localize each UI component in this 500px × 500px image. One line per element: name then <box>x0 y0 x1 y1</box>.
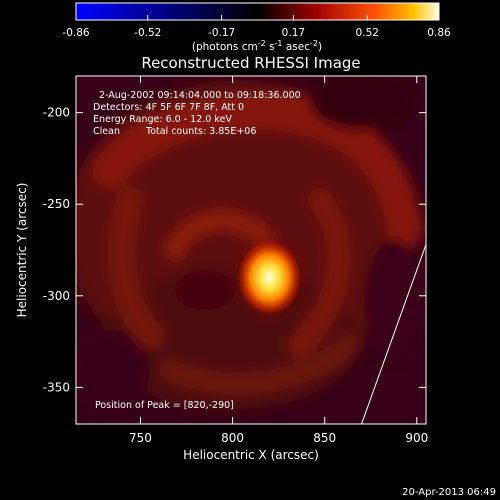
x-tick-label: 750 <box>129 431 152 445</box>
annotation-time: 2-Aug-2002 09:14:04.000 to 09:18:36.000 <box>99 90 301 101</box>
y-tick-label: -250 <box>43 197 70 211</box>
footer-timestamp: 20-Apr-2013 06:49 <box>402 487 496 498</box>
dark-region-left-bottom <box>76 330 150 410</box>
colorbar: -0.86 -0.52 -0.17 0.17 0.52 0.86 (photons cm-… <box>62 2 451 53</box>
y-tick-label: -300 <box>43 289 70 303</box>
annotation-energy: Energy Range: 6.0 - 12.0 keV <box>93 114 232 125</box>
colorbar-tick-label: 0.17 <box>282 27 305 39</box>
x-tick-label: 850 <box>313 431 336 445</box>
x-axis: 750 800 850 900 <box>129 76 428 445</box>
solar-limb-line <box>361 244 426 424</box>
emission-arc-upper <box>92 93 423 248</box>
y-axis-label: Heliocentric Y (arcsec) <box>15 183 29 318</box>
y-tick-label: -200 <box>43 106 70 120</box>
emission-arc-bottom <box>159 334 361 395</box>
colorbar-tick-label: -0.17 <box>208 27 235 39</box>
x-tick-label: 800 <box>221 431 244 445</box>
dark-region-right <box>365 240 425 360</box>
y-tick-label: -350 <box>43 380 70 394</box>
colorbar-ticks: -0.86 -0.52 -0.17 0.17 0.52 0.86 <box>62 15 451 39</box>
image-heatmap <box>76 76 426 424</box>
annotation-counts: Total counts: 3.85E+06 <box>145 126 256 137</box>
colorbar-tick-label: 0.86 <box>427 27 451 39</box>
x-axis-label: Heliocentric X (arcsec) <box>183 448 319 462</box>
colorbar-tick-label: -0.86 <box>62 27 89 39</box>
flare-peak-source <box>237 239 302 316</box>
annotation-detectors: Detectors: 4F 5F 6F 7F 8F, Att 0 <box>93 102 244 113</box>
dark-region-center <box>175 270 235 310</box>
emission-arc-left <box>107 186 164 349</box>
annotation-peak-position: Position of Peak = [820,-290] <box>95 400 234 411</box>
annotation-clean: Clean <box>93 126 120 137</box>
colorbar-gradient <box>75 2 440 21</box>
dark-region-top-right <box>310 76 410 130</box>
emission-arc-right <box>288 188 351 357</box>
chart-title: Reconstructed RHESSI Image <box>141 54 360 72</box>
y-axis: -200 -250 -300 -350 <box>43 106 426 394</box>
colorbar-unit-label: (photons cm-2 s-1 asec-2) <box>192 39 322 53</box>
colorbar-tick-label: 0.52 <box>356 27 379 39</box>
colorbar-tick-label: -0.52 <box>134 27 161 39</box>
plot-frame <box>75 75 427 425</box>
annotations: 2-Aug-2002 09:14:04.000 to 09:18:36.000 … <box>93 90 301 411</box>
x-tick-label: 900 <box>405 431 428 445</box>
